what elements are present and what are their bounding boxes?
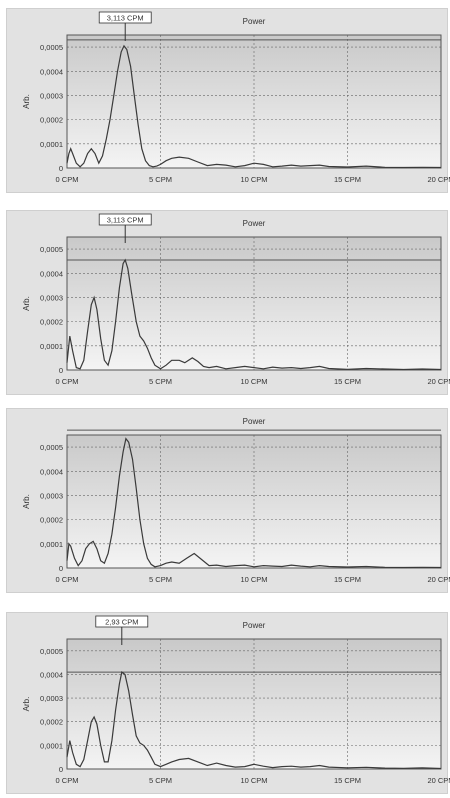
x-tick-label: 5 CPM [149, 377, 172, 386]
chart-title: Power [243, 417, 266, 426]
y-tick-label: 0,0005 [40, 245, 63, 254]
x-tick-label: 15 CPM [334, 776, 361, 785]
chart-3: Power 0 0,0001 0,0002 0,0003 0,0004 0,0005 0 CP… [22, 417, 450, 584]
chart-2: Power 0 0,0001 0,0002 0,0003 0,0004 0,0005 0 CP… [22, 213, 450, 386]
x-tick-label: 15 CPM [334, 377, 361, 386]
chart-title: Power [243, 621, 266, 630]
x-tick-label: 0 CPM [56, 377, 79, 386]
x-tick-label: 20 CPM [427, 377, 450, 386]
power-spectrum-line [66, 437, 442, 569]
y-tick-label: 0,0002 [40, 116, 63, 125]
y-tick-label: 0,0001 [40, 140, 63, 149]
x-tick-label: 20 CPM [427, 776, 450, 785]
peak-marker-box [95, 615, 149, 628]
x-tick-label: 10 CPM [240, 575, 267, 584]
chart-panel-3: Power 0 0,0001 0,0002 0,0003 0,0004 0,0005 0 CP… [6, 408, 450, 593]
plot-frame [66, 434, 442, 569]
chart-panel-1: Power 0 0,0001 0,0002 0,0003 0,0004 0,0005 0 CP… [6, 8, 450, 193]
x-tick-label: 10 CPM [240, 776, 267, 785]
plot-area [67, 435, 441, 568]
x-tick-label: 10 CPM [240, 377, 267, 386]
x-tick-label: 5 CPM [149, 575, 172, 584]
y-tick-label: 0 [59, 366, 63, 375]
x-tick-label: 0 CPM [56, 776, 79, 785]
y-tick-label: 0,0002 [40, 318, 63, 327]
y-tick-label: 0,0005 [40, 647, 63, 656]
chart-panel-4: Power 0 0,0001 0,0002 0,0003 0,0004 0,0005 0 CP… [6, 612, 450, 794]
peak-marker-box [98, 11, 152, 24]
y-tick-label: 0,0004 [40, 670, 63, 679]
x-tick-label: 10 CPM [240, 175, 267, 184]
y-tick-label: 0,0003 [40, 694, 63, 703]
y-tick-label: 0 [59, 564, 63, 573]
y-tick-label: 0 [59, 765, 63, 774]
power-spectrum-line [66, 258, 442, 371]
power-spectrum-line [66, 671, 442, 770]
chart-1: Power 0 0,0001 0,0002 0,0003 0,0004 0,0005 0 CP… [22, 11, 450, 184]
peak-marker-box [98, 213, 152, 226]
y-tick-label: 0,0005 [40, 443, 63, 452]
y-tick-label: 0 [59, 164, 63, 173]
x-tick-label: 5 CPM [149, 175, 172, 184]
y-tick-label: 0,0005 [40, 43, 63, 52]
y-tick-label: 0,0003 [40, 293, 63, 302]
y-tick-label: 0,0001 [40, 741, 63, 750]
y-tick-label: 0,0004 [40, 67, 63, 76]
y-tick-label: 0,0002 [40, 718, 63, 727]
plot-area [67, 237, 441, 370]
y-axis-label: Arb. [22, 494, 31, 509]
x-tick-label: 0 CPM [56, 175, 79, 184]
chart-title: Power [243, 219, 266, 228]
y-tick-label: 0,0003 [40, 491, 63, 500]
peak-marker-label: 2,93 CPM [105, 618, 138, 627]
y-tick-label: 0,0002 [40, 516, 63, 525]
y-tick-label: 0,0004 [40, 467, 63, 476]
plot-frame [66, 34, 442, 169]
chart-panel-2: Power 0 0,0001 0,0002 0,0003 0,0004 0,0005 0 CP… [6, 210, 450, 395]
y-axis-label: Arb. [22, 697, 31, 712]
peak-marker-label: 3,113 CPM [107, 216, 144, 225]
x-tick-label: 0 CPM [56, 575, 79, 584]
plot-area [67, 35, 441, 168]
y-axis-label: Arb. [22, 296, 31, 311]
peak-marker-label: 3,113 CPM [107, 14, 144, 23]
plot-frame [66, 236, 442, 371]
plot-frame [66, 638, 442, 770]
power-spectrum-line [66, 44, 442, 169]
chart-4: Power 0 0,0001 0,0002 0,0003 0,0004 0,0005 0 CP… [22, 615, 450, 785]
y-axis-label: Arb. [22, 94, 31, 109]
x-tick-label: 15 CPM [334, 175, 361, 184]
chart-title: Power [243, 17, 266, 26]
y-tick-label: 0,0001 [40, 540, 63, 549]
x-tick-label: 20 CPM [427, 575, 450, 584]
y-tick-label: 0,0004 [40, 269, 63, 278]
y-tick-label: 0,0003 [40, 91, 63, 100]
x-tick-label: 20 CPM [427, 175, 450, 184]
x-tick-label: 5 CPM [149, 776, 172, 785]
y-tick-label: 0,0001 [40, 342, 63, 351]
x-tick-label: 15 CPM [334, 575, 361, 584]
